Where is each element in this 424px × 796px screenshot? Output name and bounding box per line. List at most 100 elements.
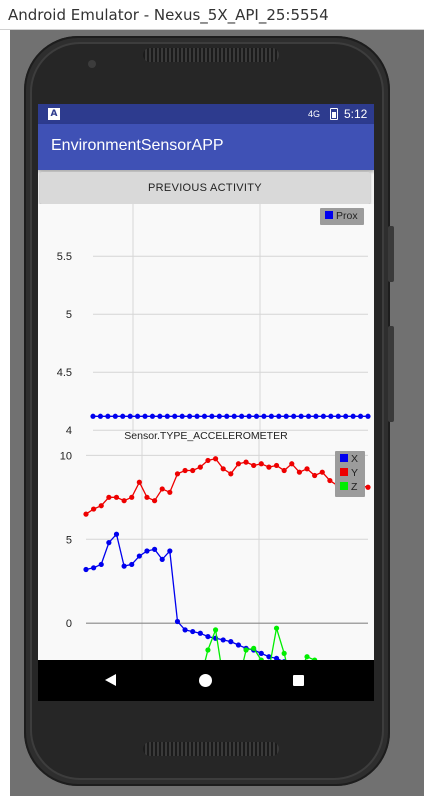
data-point-z [243, 647, 249, 653]
y-tick-label: 5 [66, 534, 72, 546]
data-point-prox [112, 413, 118, 419]
data-point-y [83, 511, 89, 517]
data-point-x [266, 654, 272, 660]
data-point-y [220, 466, 226, 472]
data-point-prox [179, 413, 185, 419]
chart-legend: Prox [320, 208, 364, 225]
chart-background [38, 204, 374, 436]
data-point-prox [320, 413, 327, 419]
emulator-window-title: Android Emulator - Nexus_5X_API_25:5554 [8, 6, 329, 24]
data-point-prox [142, 413, 148, 419]
data-point-x [228, 639, 234, 645]
data-point-prox [194, 413, 200, 419]
data-point-z [273, 625, 280, 631]
data-point-x [174, 618, 181, 625]
data-point-prox [231, 413, 237, 419]
data-point-y [243, 459, 249, 465]
home-icon[interactable] [199, 674, 212, 687]
data-point-y [151, 498, 158, 504]
data-point-prox [239, 413, 245, 419]
data-point-prox [209, 413, 215, 419]
data-point-x [197, 630, 203, 636]
emulator-title-bar: Android Emulator - Nexus_5X_API_25:5554 [0, 0, 424, 30]
data-point-prox [283, 413, 289, 419]
legend-label: Y [351, 467, 358, 479]
signal-icon: 4G [308, 109, 321, 119]
data-point-y [281, 467, 287, 474]
data-point-prox [246, 413, 252, 419]
device-screen: A 4G 5:12 EnvironmentSensorAPP PREVIOUS … [38, 104, 374, 701]
data-point-y [106, 494, 112, 500]
legend-label: Z [351, 481, 358, 493]
data-point-z [205, 647, 211, 653]
data-point-y [121, 498, 127, 504]
data-point-z [251, 645, 257, 651]
data-point-y [327, 477, 333, 484]
data-point-y [273, 462, 280, 469]
data-point-prox [276, 413, 282, 419]
data-point-z [281, 650, 287, 656]
data-point-prox [134, 413, 141, 419]
data-point-prox [187, 413, 193, 419]
previous-activity-button[interactable]: PREVIOUS ACTIVITY [40, 172, 370, 204]
data-point-prox [268, 413, 274, 419]
data-point-y [289, 461, 295, 467]
data-point-prox [224, 413, 230, 419]
data-point-prox [149, 413, 156, 419]
y-tick-label: 0 [66, 618, 72, 630]
y-tick-label: 4.5 [57, 367, 72, 379]
data-point-y [365, 484, 371, 490]
window-side-strip [0, 30, 10, 796]
legend-label: Prox [336, 210, 358, 222]
recents-icon[interactable] [293, 675, 304, 686]
data-point-y [319, 469, 325, 475]
data-point-y [212, 456, 219, 462]
data-point-y [129, 494, 135, 500]
navigation-bar [38, 660, 374, 701]
y-tick-label: 5 [66, 309, 72, 321]
data-point-x [144, 548, 150, 554]
data-point-prox [120, 413, 126, 419]
legend-swatch [340, 482, 348, 490]
data-point-y [167, 489, 173, 495]
status-clock: 5:12 [344, 107, 368, 121]
data-point-y [174, 471, 181, 477]
data-point-y [190, 467, 196, 474]
data-point-y [182, 467, 188, 474]
data-point-z [212, 627, 219, 633]
data-point-x [98, 561, 104, 568]
data-point-x [136, 553, 142, 559]
data-point-z [304, 654, 310, 660]
y-tick-label: 4 [66, 425, 72, 437]
back-icon[interactable] [105, 674, 116, 686]
data-point-prox [291, 413, 297, 419]
data-point-y [136, 479, 142, 485]
data-point-x [273, 655, 280, 661]
chart-legend: XYZ [335, 451, 365, 497]
app-title: EnvironmentSensorAPP [51, 137, 224, 154]
data-point-y [91, 506, 97, 512]
data-point-x [220, 637, 226, 643]
data-point-x [121, 563, 127, 569]
data-point-prox [97, 413, 104, 419]
data-point-y [258, 461, 264, 467]
data-point-x [113, 531, 120, 537]
data-point-x [159, 556, 165, 563]
data-point-y [228, 471, 234, 477]
data-point-x [151, 546, 158, 552]
legend-label: X [351, 453, 358, 465]
power-button[interactable] [388, 226, 394, 282]
data-point-prox [328, 413, 334, 419]
data-point-prox [298, 413, 304, 419]
data-point-y [312, 472, 318, 479]
data-point-prox [305, 413, 312, 419]
data-point-y [197, 464, 203, 470]
battery-icon [330, 108, 338, 120]
volume-button[interactable] [388, 326, 394, 422]
app-bar: EnvironmentSensorAPP [38, 124, 374, 170]
proximity-chart: 4 4.5 5 5.5 Prox [38, 204, 374, 437]
legend-box [335, 451, 365, 497]
chart-title: Sensor.TYPE_ACCELEROMETER [124, 430, 288, 442]
data-point-x [83, 566, 89, 573]
